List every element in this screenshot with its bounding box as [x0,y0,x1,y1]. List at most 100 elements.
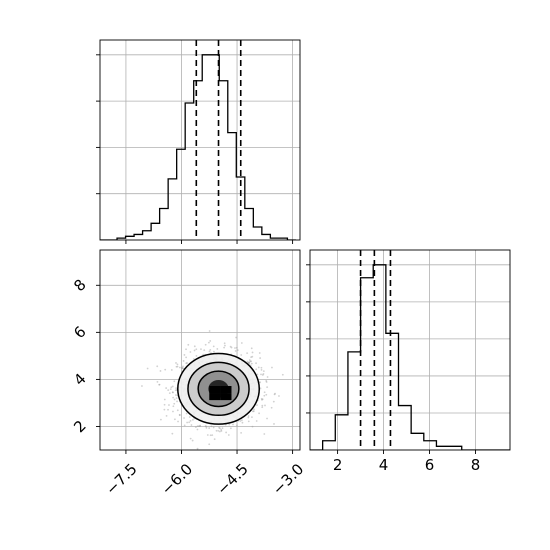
scatter-point [251,410,254,413]
scatter-point [248,359,251,361]
scatter-point [175,362,177,364]
x-tick-label: −3.0 [269,460,307,498]
scatter-point [234,347,236,349]
scatter-point [256,373,259,376]
scatter-point [250,347,253,350]
scatter-point [192,358,195,360]
scatter-point [171,391,174,394]
scatter-point [256,404,258,406]
scatter-point [185,412,188,415]
scatter-point [271,366,273,369]
scatter-point [236,424,238,427]
scatter-point [173,398,176,401]
scatter-point [181,367,184,369]
scatter-point [165,387,168,389]
scatter-point [216,348,219,350]
scatter-point [250,360,252,363]
scatter-point [240,432,243,434]
scatter-point [251,351,254,354]
scatter-point [263,433,266,435]
scatter-point [171,432,174,435]
scatter-point [163,408,166,411]
scatter-point [183,354,186,356]
histogram-step [310,264,510,450]
scatter-point [203,349,206,352]
scatter-point [263,394,266,397]
scatter-point [186,362,189,364]
scatter-point [172,405,175,408]
contour-line [187,361,250,417]
scatter-point [178,366,181,369]
scatter-point [207,341,210,344]
axes-frame [99,249,301,451]
scatter-point [264,404,266,407]
scatter-point [261,398,263,401]
scatter-point [175,397,178,400]
scatter-point [257,366,260,369]
scatter-point [196,425,199,428]
scatter-point [255,368,258,371]
scatter-point [196,447,199,450]
scatter-point [251,355,254,358]
scatter-point [176,409,179,412]
scatter-point [266,417,268,420]
hist-x-panel [96,39,301,244]
scatter-point [170,386,173,389]
scatter-point [190,424,193,426]
scatter-point [189,437,192,440]
scatter-point [170,369,173,371]
scatter-point [255,420,258,422]
scatter-point [168,392,171,394]
scatter-point [156,380,159,383]
scatter-point [159,418,162,421]
scatter-point [250,362,253,365]
scatter-xy-panel: −7.5 −6.0 −4.5 −3.0 2 4 6 8 [70,249,307,499]
scatter-point [253,408,255,411]
scatter-point [260,373,262,376]
scatter-point [163,398,166,401]
scatter-point [192,418,194,421]
y-tick-label: 4 [70,370,89,389]
scatter-point [223,342,226,345]
scatter-point [204,343,207,346]
y-tick-label: 8 [70,276,89,295]
scatter-point [247,361,250,364]
scatter-point [232,423,234,426]
hist-y-panel: 2 4 6 8 [306,249,511,474]
scatter-point [251,416,253,419]
scatter-point [263,391,266,394]
scatter-point [183,424,186,427]
scatter-point [248,361,251,364]
scatter-point [260,369,263,371]
x-tick-label: −6.0 [158,460,196,498]
axes-frame [99,39,301,241]
scatter-point [220,428,223,431]
contour-line [177,352,261,425]
scatter-point [174,389,177,392]
scatter-point [169,388,172,391]
scatter-point [213,350,215,353]
scatter-point [185,356,188,359]
scatter-point [200,348,202,351]
scatter-point [246,360,249,363]
scatter-point [165,414,168,417]
scatter-point [241,419,243,422]
scatter-point [178,413,181,416]
scatter-point [273,423,275,425]
x-tick-label: 6 [425,456,435,474]
x-tick-label: −7.5 [102,460,140,498]
scatter-point [255,362,257,365]
histogram-step [100,54,296,240]
scatter-point [260,397,263,400]
scatter-point [195,354,198,357]
scatter-point [247,416,250,419]
y-tick-label: 6 [70,323,89,342]
scatter-point [247,420,250,423]
scatter-point [168,404,170,406]
scatter-point [246,352,249,355]
scatter-point [248,361,251,364]
scatter-point [208,443,211,446]
scatter-point [194,426,197,429]
scatter-point [249,360,252,363]
scatter-point [188,416,191,418]
